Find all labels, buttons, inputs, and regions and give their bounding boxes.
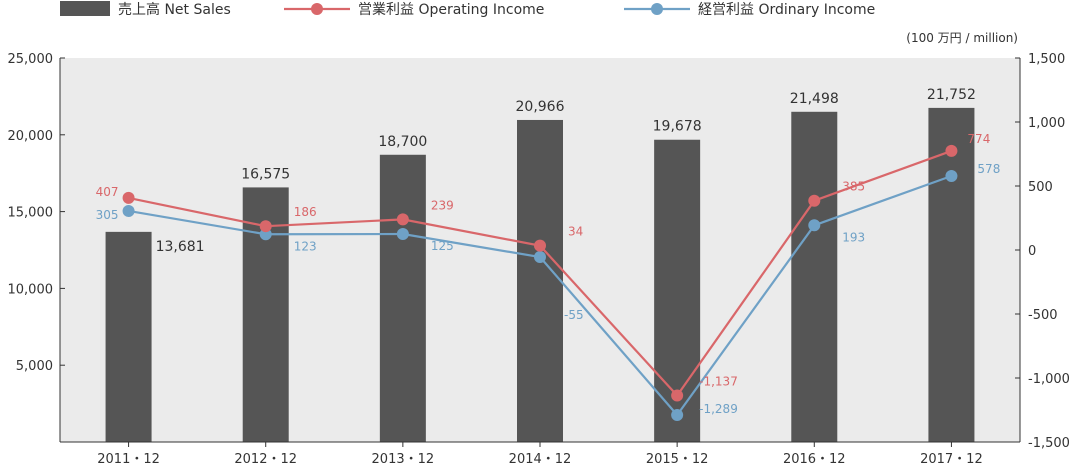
unit-label: (100 万円 / million): [906, 31, 1018, 45]
legend-marker-operating: [311, 3, 323, 15]
x-tick-label-1: 2012・12: [234, 452, 297, 467]
point-ordinary-4: [671, 408, 684, 421]
left-tick-label-1: 10,000: [8, 282, 54, 297]
point-ordinary-0: [122, 204, 135, 217]
bar-6: [928, 107, 975, 442]
x-tick-label-4: 2015・12: [646, 452, 709, 467]
bar-label-5: 21,498: [790, 91, 839, 107]
x-tick-label-6: 2017・12: [920, 452, 983, 467]
bar-label-1: 16,575: [241, 166, 290, 182]
right-tick-label-3: 0: [1028, 244, 1036, 259]
legend-label-ordinary: 経営利益 Ordinary Income: [698, 2, 875, 18]
ordinary-label-4: -1,289: [699, 402, 738, 416]
bar-label-3: 20,966: [516, 99, 565, 115]
right-tick-label-1: -1,000: [1028, 372, 1070, 387]
legend-marker-ordinary: [651, 3, 663, 15]
operating-label-6: 774: [967, 132, 990, 146]
ordinary-label-6: 578: [977, 162, 1000, 176]
operating-label-2: 239: [431, 198, 454, 212]
ordinary-label-5: 193: [842, 230, 865, 244]
point-operating-5: [808, 194, 821, 207]
x-tick-label-3: 2014・12: [509, 452, 572, 467]
ordinary-label-1: 123: [294, 239, 317, 253]
right-tick-label-2: -500: [1028, 308, 1058, 323]
right-tick-label-4: 500: [1028, 180, 1053, 195]
x-tick-label-0: 2011・12: [97, 452, 160, 467]
point-ordinary-6: [945, 170, 958, 183]
ordinary-label-0: 305: [96, 208, 119, 222]
operating-label-0: 407: [96, 185, 119, 199]
bar-5: [791, 111, 838, 443]
bar-label-0: 13,681: [156, 239, 205, 255]
legend-swatch-net-sales: [60, 1, 110, 16]
point-operating-2: [396, 213, 409, 226]
legend-label-operating: 営業利益 Operating Income: [358, 2, 544, 18]
bar-2: [379, 154, 426, 442]
point-ordinary-2: [396, 228, 409, 240]
operating-label-3: 34: [568, 225, 583, 239]
point-operating-4: [671, 389, 684, 402]
ordinary-label-2: 125: [431, 239, 454, 253]
ordinary-label-3: -55: [564, 308, 584, 322]
right-tick-label-6: 1,500: [1028, 52, 1065, 67]
left-tick-label-4: 25,000: [8, 52, 54, 67]
legend-label-net-sales: 売上高 Net Sales: [118, 1, 231, 18]
point-operating-6: [945, 144, 958, 157]
operating-label-1: 186: [294, 205, 317, 219]
left-tick-label-2: 15,000: [8, 206, 54, 221]
x-tick-label-2: 2013・12: [372, 452, 435, 467]
bar-label-4: 19,678: [653, 119, 702, 135]
point-ordinary-3: [534, 251, 546, 264]
bar-label-2: 18,700: [378, 134, 427, 150]
point-ordinary-5: [808, 219, 821, 232]
bar-0: [105, 231, 152, 442]
left-tick-label-0: 5,000: [16, 359, 53, 374]
operating-label-5: 385: [842, 180, 865, 194]
left-tick-label-3: 20,000: [8, 129, 54, 144]
point-operating-3: [534, 239, 546, 252]
line-series-group: [122, 144, 958, 421]
axes: 5,000 10,000 15,000 20,000 25,000 -1,500 -1,00…: [8, 52, 1070, 467]
x-tick-label-5: 2016・12: [783, 452, 846, 467]
right-tick-label-0: -1,500: [1028, 436, 1070, 451]
bar-label-6: 21,752: [927, 87, 976, 103]
point-operating-1: [259, 220, 272, 233]
point-operating-0: [122, 191, 135, 204]
legend: 売上高 Net Sales 営業利益 Operating Income 経営利益 O…: [60, 1, 875, 18]
operating-label-4: -1,137: [699, 375, 738, 389]
data-labels: 13,681 16,575 18,700 20,966 19,678 21,498 21,7…: [96, 87, 1001, 416]
bar-3: [517, 119, 563, 442]
bar-series-net-sales: [105, 107, 975, 443]
right-tick-label-5: 1,000: [1028, 116, 1065, 131]
